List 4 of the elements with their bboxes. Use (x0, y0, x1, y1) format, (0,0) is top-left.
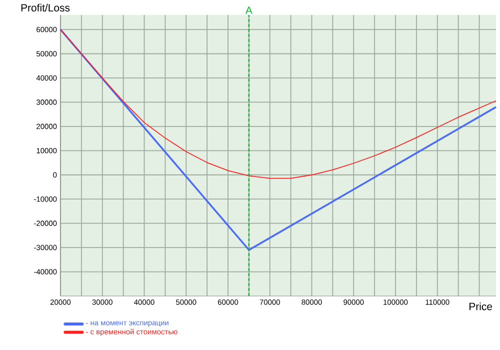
y-axis-title: Profit/Loss (21, 4, 70, 12)
line-series (60, 29, 496, 179)
x-axis-title: Price (470, 302, 492, 310)
ref-line-label: A (245, 6, 252, 14)
